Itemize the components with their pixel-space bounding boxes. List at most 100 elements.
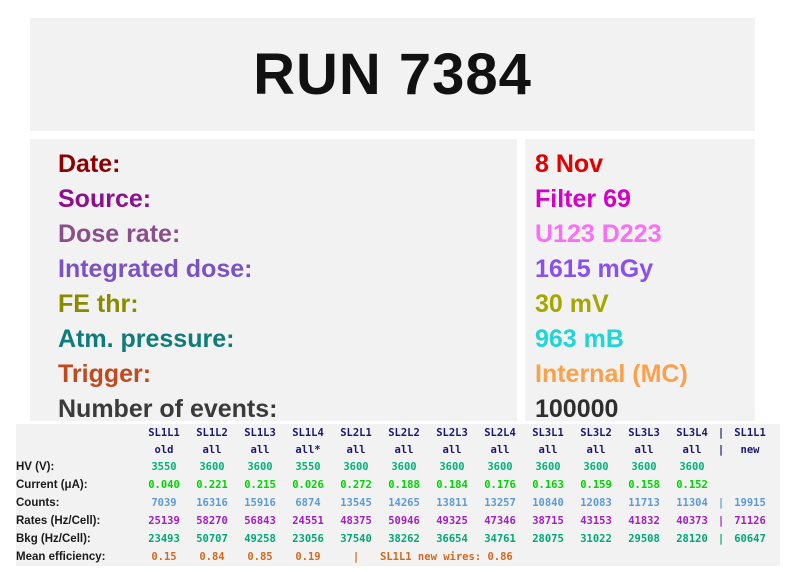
column-header-sl1l4: SL1L4 — [292, 426, 324, 439]
cell-value: 50946 — [388, 515, 420, 527]
column-header-sl1l2: SL1L2 — [196, 426, 228, 439]
info-value: U123 D223 — [535, 220, 662, 248]
column-subheader-extra: new — [740, 443, 760, 456]
run-info-labels-panel: Date: Source: Dose rate: Integrated dose: FE… — [30, 139, 517, 423]
cell-value: 13545 — [340, 497, 372, 509]
table-header-spacer — [16, 424, 140, 441]
cell-value: 31022 — [580, 533, 612, 545]
info-value: Filter 69 — [535, 185, 631, 213]
cell-value: 11304 — [676, 497, 708, 509]
cell-value: 49258 — [244, 533, 276, 545]
title-panel: RUN 7384 — [30, 18, 755, 131]
cell-value: 29508 — [628, 533, 660, 545]
cell-value: 3550 — [151, 461, 177, 473]
cell-value: 3600 — [343, 461, 369, 473]
cell-value: 0.272 — [340, 479, 372, 491]
table-row: Bkg (Hz/Cell): 23493 50707 49258 23056 37540 3… — [16, 530, 774, 548]
page-title: RUN 7384 — [253, 41, 532, 107]
cell-value: 0.215 — [244, 479, 276, 491]
cell-value: 3600 — [199, 461, 225, 473]
cell-value: 34761 — [484, 533, 516, 545]
column-header-sl3l2: SL3L2 — [580, 426, 612, 439]
cell-value: 43153 — [580, 515, 612, 527]
column-header-sl2l4: SL2L4 — [484, 426, 516, 439]
cell-value: 56843 — [244, 515, 276, 527]
cell-value: 38262 — [388, 533, 420, 545]
info-value: 963 mB — [535, 325, 624, 353]
info-label: FE thr: — [58, 290, 139, 318]
cell-value: 3600 — [439, 461, 465, 473]
column-subheader: all — [202, 443, 222, 456]
cell-value: 49325 — [436, 515, 468, 527]
cell-value: 41832 — [628, 515, 660, 527]
cell-value: 0.159 — [580, 479, 612, 491]
info-value: 100000 — [535, 395, 619, 423]
cell-value: 12083 — [580, 497, 612, 509]
column-subheader: all — [490, 443, 510, 456]
cell-value-extra: 60647 — [734, 533, 766, 545]
cell-efficiency-value: 0.19 — [295, 551, 321, 563]
cell-value: 47346 — [484, 515, 516, 527]
header-separator: | — [717, 426, 725, 439]
cell-value: 3600 — [679, 461, 705, 473]
cell-value-extra: 71126 — [734, 515, 766, 527]
row-label: Current (μA): — [16, 479, 88, 491]
cell-value: 0.176 — [484, 479, 516, 491]
efficiency-note: SL1L1 new wires: 0.86 — [380, 551, 513, 563]
info-label: Atm. pressure: — [58, 325, 235, 353]
cell-value: 0.163 — [532, 479, 564, 491]
efficiency-separator: | — [352, 551, 360, 563]
cell-value: 23493 — [148, 533, 180, 545]
row-separator: | — [717, 515, 725, 527]
column-subheader: old — [154, 443, 174, 456]
cell-value: 15916 — [244, 497, 276, 509]
cell-value: 0.221 — [196, 479, 228, 491]
cell-value: 50707 — [196, 533, 228, 545]
cell-value: 7039 — [151, 497, 177, 509]
cell-value: 38715 — [532, 515, 564, 527]
info-label: Source: — [58, 185, 152, 213]
info-label: Number of events: — [58, 395, 278, 423]
cell-value: 3600 — [535, 461, 561, 473]
cell-value: 3600 — [583, 461, 609, 473]
cell-value: 13257 — [484, 497, 516, 509]
column-subheader: all — [682, 443, 702, 456]
row-separator-empty — [716, 458, 726, 476]
info-value: 1615 mGy — [535, 255, 654, 283]
column-subheader: all — [250, 443, 270, 456]
row-label: HV (V): — [16, 461, 55, 473]
run-info-values-panel: 8 Nov Filter 69 U123 D223 1615 mGy 30 mV 963 … — [525, 139, 755, 423]
info-value: 8 Nov — [535, 150, 604, 178]
row-label: Counts: — [16, 497, 60, 509]
cell-efficiency-value: 0.84 — [199, 551, 225, 563]
column-header-extra: SL1L1 — [734, 426, 766, 439]
cell-value: 58270 — [196, 515, 228, 527]
superlayer-stats-table: SL1L1 SL1L2 SL1L3 SL1L4 SL2L1 SL2L2 SL2L3 SL2L4… — [16, 424, 774, 566]
column-subheader: all — [394, 443, 414, 456]
cell-value: 0.158 — [628, 479, 660, 491]
cell-value: 24551 — [292, 515, 324, 527]
info-value: 30 mV — [535, 290, 609, 318]
row-separator: | — [717, 497, 725, 509]
table-row: Rates (Hz/Cell): 25139 58270 56843 24551 4837… — [16, 512, 774, 530]
cell-value: 3600 — [631, 461, 657, 473]
cell-value: 0.152 — [676, 479, 708, 491]
column-subheader: all — [634, 443, 654, 456]
table-row: Current (μA): 0.040 0.221 0.215 0.026 0.272 0.… — [16, 476, 774, 494]
row-separator-empty — [716, 476, 726, 494]
cell-value: 23056 — [292, 533, 324, 545]
cell-value: 3550 — [295, 461, 321, 473]
cell-value: 48375 — [340, 515, 372, 527]
cell-value: 3600 — [247, 461, 273, 473]
cell-value: 36654 — [436, 533, 468, 545]
cell-value: 10840 — [532, 497, 564, 509]
superlayer-stats-panel: SL1L1 SL1L2 SL1L3 SL1L4 SL2L1 SL2L2 SL2L3 SL2L4… — [16, 424, 780, 566]
cell-value-extra-empty — [726, 458, 774, 476]
info-label: Date: — [58, 150, 121, 178]
table-row: Counts: 7039 16316 15916 6874 13545 14265 13811… — [16, 494, 774, 512]
column-header-sl2l1: SL2L1 — [340, 426, 372, 439]
info-label: Dose rate: — [58, 220, 181, 248]
info-label: Integrated dose: — [58, 255, 253, 283]
cell-value: 14265 — [388, 497, 420, 509]
column-subheader: all — [346, 443, 366, 456]
